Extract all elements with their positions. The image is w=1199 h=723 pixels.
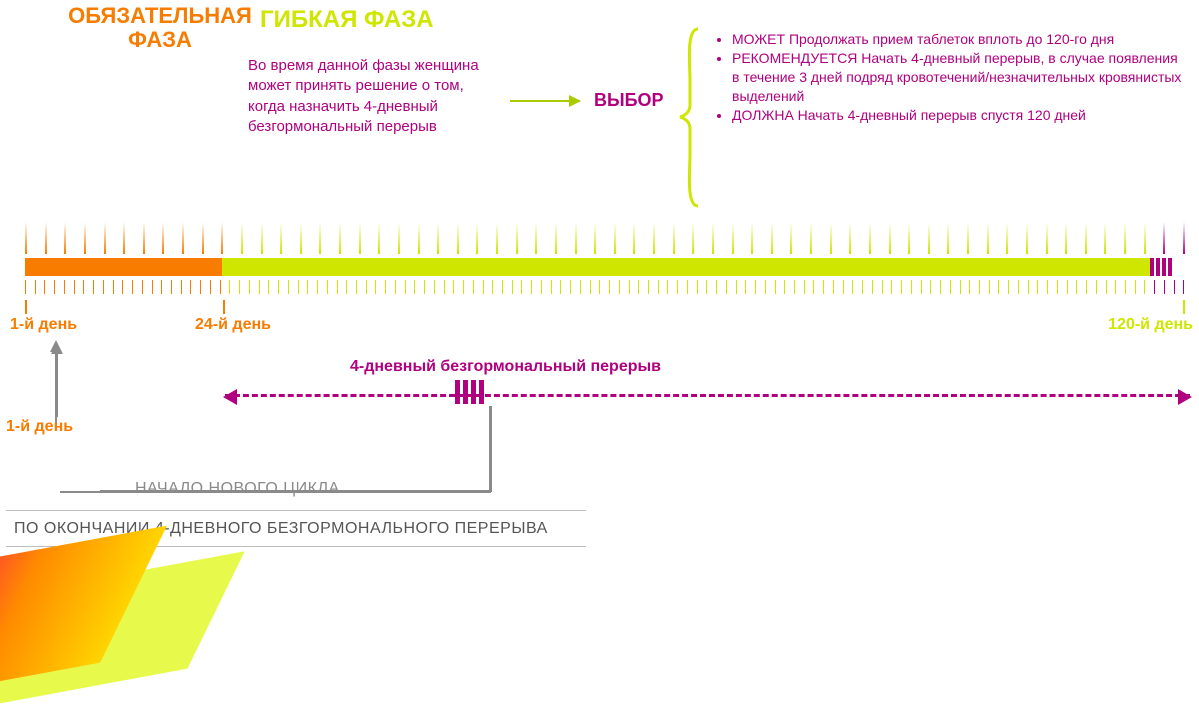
footer-divider xyxy=(6,510,586,511)
footer-text: ПО ОКОНЧАНИИ 4-ДНЕВНОГО БЕЗГОРМОНАЛЬНОГО… xyxy=(14,520,548,538)
label-day-1-restart: 1-й день xyxy=(6,418,73,436)
cycle-start-label: НАЧАЛО НОВОГО ЦИКЛА xyxy=(135,480,340,498)
